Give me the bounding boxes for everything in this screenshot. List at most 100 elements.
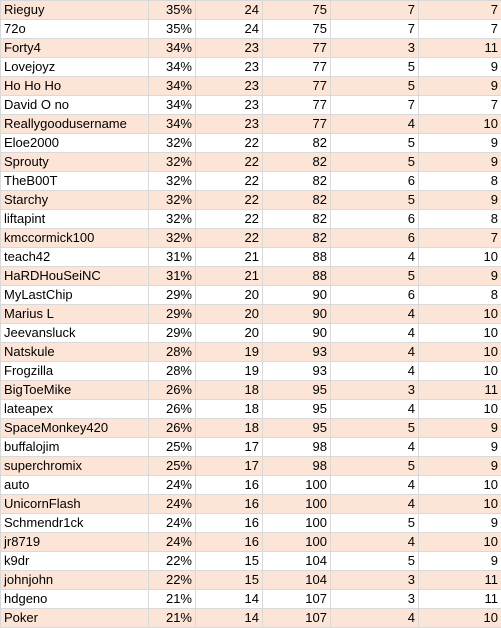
player-name: Forty4 [0,38,149,58]
score: 75 [262,19,331,39]
stat-a: 5 [330,418,419,438]
player-name: Starchy [0,190,149,210]
stat-a: 4 [330,323,419,343]
table-row: lateapex 26% 18 95 4 10 [0,399,501,419]
stat-a: 5 [330,76,419,96]
stat-b: 10 [418,494,501,514]
score: 82 [262,152,331,172]
score: 90 [262,285,331,305]
stat-b: 11 [418,589,501,609]
table-row: Sprouty 32% 22 82 5 9 [0,152,501,172]
stat-a: 7 [330,95,419,115]
player-name: MyLastChip [0,285,149,305]
player-name: BigToeMike [0,380,149,400]
score: 104 [262,570,331,590]
stat-b: 7 [418,95,501,115]
stat-b: 9 [418,456,501,476]
stat-b: 10 [418,532,501,552]
table-row: johnjohn 22% 15 104 3 11 [0,570,501,590]
percent: 25% [148,437,196,457]
table-row: Jeevansluck 29% 20 90 4 10 [0,323,501,343]
score: 90 [262,323,331,343]
count: 23 [195,95,263,115]
table-row: Frogzilla 28% 19 93 4 10 [0,361,501,381]
table-row: Eloe2000 32% 22 82 5 9 [0,133,501,153]
count: 16 [195,532,263,552]
stat-a: 4 [330,304,419,324]
stat-b: 11 [418,38,501,58]
table-row: TheB00T 32% 22 82 6 8 [0,171,501,191]
table-row: superchromix 25% 17 98 5 9 [0,456,501,476]
table-row: k9dr 22% 15 104 5 9 [0,551,501,571]
percent: 34% [148,57,196,77]
player-name: Ho Ho Ho [0,76,149,96]
table-row: UnicornFlash 24% 16 100 4 10 [0,494,501,514]
count: 20 [195,304,263,324]
count: 22 [195,209,263,229]
score: 104 [262,551,331,571]
percent: 29% [148,304,196,324]
table-row: Poker 21% 14 107 4 10 [0,608,501,628]
percent: 28% [148,361,196,381]
player-name: HaRDHouSeiNC [0,266,149,286]
stat-b: 8 [418,285,501,305]
count: 16 [195,475,263,495]
percent: 34% [148,38,196,58]
count: 14 [195,608,263,628]
count: 15 [195,570,263,590]
stat-b: 9 [418,133,501,153]
score: 77 [262,38,331,58]
count: 24 [195,19,263,39]
stat-b: 8 [418,171,501,191]
count: 15 [195,551,263,571]
player-name: Jeevansluck [0,323,149,343]
table-row: buffalojim 25% 17 98 4 9 [0,437,501,457]
percent: 32% [148,228,196,248]
stat-a: 4 [330,475,419,495]
percent: 31% [148,266,196,286]
stat-a: 5 [330,551,419,571]
stat-a: 5 [330,456,419,476]
score: 82 [262,190,331,210]
stat-b: 11 [418,570,501,590]
table-row: SpaceMonkey420 26% 18 95 5 9 [0,418,501,438]
stat-a: 3 [330,570,419,590]
percent: 22% [148,551,196,571]
count: 22 [195,171,263,191]
player-name: hdgeno [0,589,149,609]
count: 19 [195,361,263,381]
percent: 26% [148,418,196,438]
stat-a: 4 [330,494,419,514]
score: 107 [262,608,331,628]
table-row: jr8719 24% 16 100 4 10 [0,532,501,552]
score: 82 [262,171,331,191]
percent: 24% [148,494,196,514]
stat-a: 4 [330,437,419,457]
stat-b: 9 [418,57,501,77]
count: 22 [195,190,263,210]
player-name: Poker [0,608,149,628]
percent: 32% [148,190,196,210]
player-name: Reallygoodusername [0,114,149,134]
count: 20 [195,285,263,305]
count: 23 [195,38,263,58]
stat-a: 5 [330,513,419,533]
player-name: Rieguy [0,0,149,20]
stat-b: 10 [418,361,501,381]
table-row: Schmendr1ck 24% 16 100 5 9 [0,513,501,533]
score: 95 [262,418,331,438]
player-name: 72o [0,19,149,39]
stat-b: 10 [418,247,501,267]
count: 23 [195,57,263,77]
percent: 35% [148,19,196,39]
player-name: auto [0,475,149,495]
stat-a: 4 [330,114,419,134]
table-row: Forty4 34% 23 77 3 11 [0,38,501,58]
score: 100 [262,532,331,552]
table-row: Starchy 32% 22 82 5 9 [0,190,501,210]
table-row: 72o 35% 24 75 7 7 [0,19,501,39]
stat-a: 5 [330,133,419,153]
